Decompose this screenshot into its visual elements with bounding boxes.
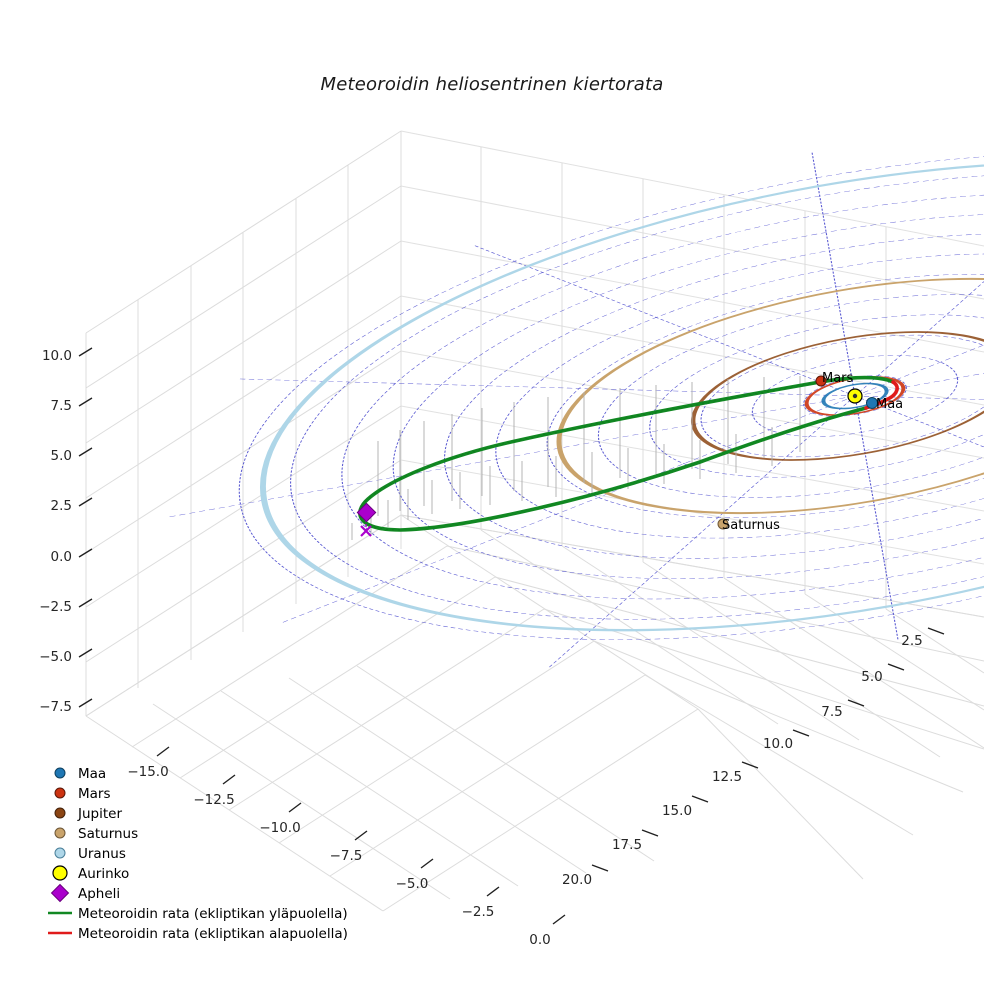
legend-label: Apheli: [78, 886, 120, 902]
y-tick-label: 12.5: [712, 769, 742, 785]
planet-orbits: [259, 160, 984, 632]
x-tick-label: −2.5: [462, 904, 495, 920]
z-tick-label: −7.5: [39, 699, 72, 715]
y-tick-label: 5.0: [861, 669, 882, 685]
legend-item-mars[interactable]: Mars: [54, 786, 111, 802]
orbit-jupiter: [690, 331, 984, 461]
y-tick-label: 15.0: [662, 803, 692, 819]
legend-item-aurinko[interactable]: Aurinko: [52, 865, 129, 882]
pane-grid-back-left: [85, 130, 402, 717]
circle-marker-icon: [54, 807, 66, 819]
sun-marker: [847, 388, 863, 404]
legend-item-jupiter[interactable]: Jupiter: [54, 806, 122, 822]
z-axis-ticks: [78, 347, 93, 708]
legend-label: Uranus: [78, 846, 126, 862]
label-saturnus: Saturnus: [722, 518, 780, 533]
planet-marker-maa: [866, 397, 878, 409]
circle-marker-icon: [54, 847, 66, 859]
legend-label: Maa: [78, 766, 106, 782]
z-tick-label: 10.0: [42, 348, 72, 364]
y-tick-label: 7.5: [821, 704, 842, 720]
legend-label: Meteoroidin rata (ekliptikan alapuolella…: [78, 926, 348, 942]
circle-marker-icon: [54, 767, 66, 779]
planet-marker-saturnus: [717, 518, 729, 530]
z-tick-label: −2.5: [39, 599, 72, 615]
y-tick-label: 20.0: [562, 872, 592, 888]
z-axis-tick-labels: 10.0 7.5 5.0 2.5 0.0 −2.5 −5.0 −7.5: [39, 348, 72, 715]
aphelion-marker-group: [356, 502, 377, 537]
label-maa: Maa: [876, 397, 903, 412]
pane-grid-back-right: [400, 130, 984, 618]
y-axis-tick-labels: 2.5 5.0 7.5 10.0 12.5 15.0 17.5 20.0: [562, 633, 923, 888]
orbit-maa: [821, 382, 889, 410]
aphelion-projection-x-icon: [360, 525, 372, 537]
pane-grid-floor-right: [400, 514, 984, 880]
diamond-marker-icon: [50, 883, 70, 903]
z-tick-label: −5.0: [39, 649, 72, 665]
ecliptic-polar-grid: [165, 123, 984, 669]
meteoroid-track-samples: [359, 381, 821, 531]
legend-item-maa[interactable]: Maa: [54, 766, 106, 782]
z-tick-label: 7.5: [51, 398, 72, 414]
y-tick-label: 2.5: [901, 633, 922, 649]
z-tick-label: 2.5: [51, 498, 72, 514]
legend-label: Jupiter: [77, 806, 122, 822]
x-axis-ticks: [156, 746, 566, 925]
orbit-saturnus: [556, 277, 984, 515]
x-tick-label: −12.5: [193, 792, 234, 808]
label-mars: Mars: [822, 371, 854, 386]
orbit-uranus: [259, 160, 984, 632]
circle-marker-icon: [54, 827, 66, 839]
x-tick-label: 0.0: [529, 932, 550, 948]
z-tick-label: 0.0: [51, 549, 72, 565]
page-title: Meteoroidin heliosentrinen kiertorata: [320, 74, 664, 95]
z-tick-label: 5.0: [51, 448, 72, 464]
sun-marker-icon: [52, 865, 68, 881]
legend-item-uranus[interactable]: Uranus: [54, 846, 126, 862]
y-tick-label: 17.5: [612, 837, 642, 853]
x-tick-label: −10.0: [259, 820, 300, 836]
legend: Maa Mars Jupiter Saturnus Uranus: [48, 766, 348, 942]
legend-label: Saturnus: [78, 826, 138, 842]
legend-label: Meteoroidin rata (ekliptikan yläpuolella…: [78, 906, 348, 922]
x-tick-label: −15.0: [127, 764, 168, 780]
x-tick-label: −5.0: [396, 876, 429, 892]
x-axis-tick-labels: −15.0 −12.5 −10.0 −7.5 −5.0 −2.5 0.0: [127, 764, 550, 948]
circle-marker-icon: [54, 787, 66, 799]
meteoroid-orbit-above-ecliptic: [358, 375, 895, 532]
y-tick-label: 10.0: [763, 736, 793, 752]
y-axis-ticks: [591, 627, 945, 872]
x-tick-label: −7.5: [330, 848, 363, 864]
legend-item-meteoroid-above[interactable]: Meteoroidin rata (ekliptikan yläpuolella…: [48, 906, 348, 922]
legend-label: Aurinko: [78, 866, 129, 882]
pane-grid-floor: [85, 514, 699, 912]
legend-item-meteoroid-below[interactable]: Meteoroidin rata (ekliptikan alapuolella…: [48, 926, 348, 942]
aphelion-diamond-icon: [356, 502, 377, 523]
planet-marker-mars: [815, 375, 827, 387]
legend-label: Mars: [78, 786, 111, 802]
legend-item-apheli[interactable]: Apheli: [50, 883, 121, 903]
legend-item-saturnus[interactable]: Saturnus: [54, 826, 138, 842]
